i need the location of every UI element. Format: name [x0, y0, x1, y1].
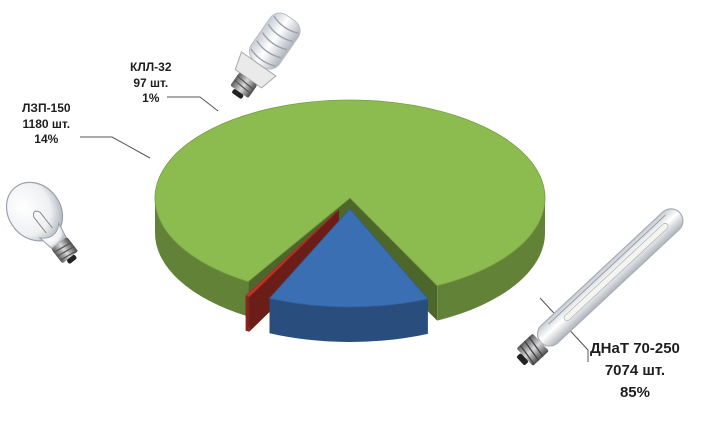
leader-line-klp — [167, 96, 219, 112]
cfl-bulb-icon — [230, 12, 301, 99]
slice-wall-klp-1 — [245, 209, 339, 331]
slice-side-dnat-1 — [437, 198, 545, 321]
value-label-lzp: 1180 шт. — [22, 116, 71, 131]
percent-label-dnat: 85% — [619, 383, 650, 401]
pie-slice-klp — [244, 209, 340, 298]
percent-label-lzp: 14% — [34, 132, 59, 147]
incandescent-bulb-icon — [5, 181, 78, 264]
data-label-dnat: ДНаТ 70-250 7074 шт. 85% — [590, 338, 680, 403]
slice-side-dnat — [155, 198, 249, 317]
value-label-dnat: 7074 шт. — [604, 361, 666, 379]
category-label-dnat: ДНаТ 70-250 — [590, 340, 680, 357]
data-label-klp: КЛЛ-32 97 шт. 1% — [130, 60, 172, 107]
percent-label-klp: 1% — [142, 91, 160, 106]
slice-side-klp — [245, 295, 250, 332]
category-label-lzp: ЛЗП-150 — [22, 101, 71, 115]
slice-side-lzp — [269, 298, 428, 342]
sodium-lamp-icon — [517, 208, 684, 366]
pie-slices — [154, 99, 546, 342]
leader-line-lzp — [80, 136, 151, 159]
pie-slice-dnat — [154, 99, 546, 287]
pie-slice-lzp — [268, 208, 429, 308]
data-label-lzp: ЛЗП-150 1180 шт. 14% — [22, 101, 71, 148]
value-label-klp: 97 шт. — [133, 75, 169, 90]
category-label-klp: КЛЛ-32 — [130, 60, 172, 74]
